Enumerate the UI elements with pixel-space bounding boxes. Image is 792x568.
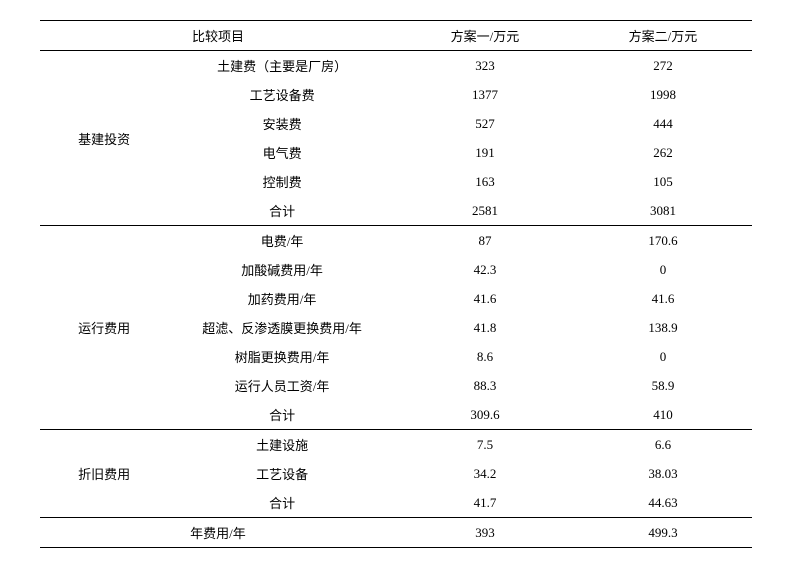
value-plan-b: 170.6 — [574, 226, 752, 256]
table-row: 基建投资土建费（主要是厂房）323272 — [40, 51, 752, 81]
item-cell: 工艺设备费 — [168, 80, 396, 109]
header-plan-a: 方案一/万元 — [396, 21, 574, 51]
value-plan-a: 2581 — [396, 196, 574, 226]
value-plan-b: 38.03 — [574, 459, 752, 488]
value-plan-b: 44.63 — [574, 488, 752, 518]
value-plan-a: 42.3 — [396, 255, 574, 284]
table-row: 运行费用电费/年87170.6 — [40, 226, 752, 256]
item-cell: 加药费用/年 — [168, 284, 396, 313]
value-plan-b: 0 — [574, 255, 752, 284]
value-plan-a: 163 — [396, 167, 574, 196]
item-cell: 控制费 — [168, 167, 396, 196]
table-row: 折旧费用土建设施7.56.6 — [40, 430, 752, 460]
footer-plan-b: 499.3 — [574, 518, 752, 548]
value-plan-b: 138.9 — [574, 313, 752, 342]
item-cell: 合计 — [168, 400, 396, 430]
footer-item: 年费用/年 — [40, 518, 396, 548]
value-plan-a: 7.5 — [396, 430, 574, 460]
item-cell: 运行人员工资/年 — [168, 371, 396, 400]
value-plan-b: 3081 — [574, 196, 752, 226]
group-cell: 基建投资 — [40, 51, 168, 226]
value-plan-a: 41.6 — [396, 284, 574, 313]
item-cell: 超滤、反渗透膜更换费用/年 — [168, 313, 396, 342]
value-plan-b: 105 — [574, 167, 752, 196]
value-plan-a: 87 — [396, 226, 574, 256]
footer-plan-a: 393 — [396, 518, 574, 548]
value-plan-a: 323 — [396, 51, 574, 81]
value-plan-a: 8.6 — [396, 342, 574, 371]
value-plan-b: 262 — [574, 138, 752, 167]
header-plan-b: 方案二/万元 — [574, 21, 752, 51]
value-plan-b: 41.6 — [574, 284, 752, 313]
value-plan-b: 6.6 — [574, 430, 752, 460]
item-cell: 合计 — [168, 196, 396, 226]
value-plan-a: 41.7 — [396, 488, 574, 518]
value-plan-a: 309.6 — [396, 400, 574, 430]
comparison-table: 比较项目 方案一/万元 方案二/万元 基建投资土建费（主要是厂房）323272工… — [40, 20, 752, 548]
value-plan-a: 34.2 — [396, 459, 574, 488]
value-plan-a: 41.8 — [396, 313, 574, 342]
item-cell: 土建费（主要是厂房） — [168, 51, 396, 81]
item-cell: 安装费 — [168, 109, 396, 138]
value-plan-b: 410 — [574, 400, 752, 430]
group-cell: 折旧费用 — [40, 430, 168, 518]
value-plan-a: 88.3 — [396, 371, 574, 400]
item-cell: 电费/年 — [168, 226, 396, 256]
group-cell: 运行费用 — [40, 226, 168, 430]
header-compare: 比较项目 — [40, 21, 396, 51]
item-cell: 电气费 — [168, 138, 396, 167]
value-plan-a: 191 — [396, 138, 574, 167]
table-header-row: 比较项目 方案一/万元 方案二/万元 — [40, 21, 752, 51]
value-plan-b: 58.9 — [574, 371, 752, 400]
value-plan-b: 272 — [574, 51, 752, 81]
value-plan-b: 0 — [574, 342, 752, 371]
value-plan-b: 444 — [574, 109, 752, 138]
footer-row: 年费用/年393499.3 — [40, 518, 752, 548]
value-plan-a: 527 — [396, 109, 574, 138]
item-cell: 土建设施 — [168, 430, 396, 460]
item-cell: 树脂更换费用/年 — [168, 342, 396, 371]
item-cell: 工艺设备 — [168, 459, 396, 488]
value-plan-b: 1998 — [574, 80, 752, 109]
item-cell: 加酸碱费用/年 — [168, 255, 396, 284]
value-plan-a: 1377 — [396, 80, 574, 109]
item-cell: 合计 — [168, 488, 396, 518]
